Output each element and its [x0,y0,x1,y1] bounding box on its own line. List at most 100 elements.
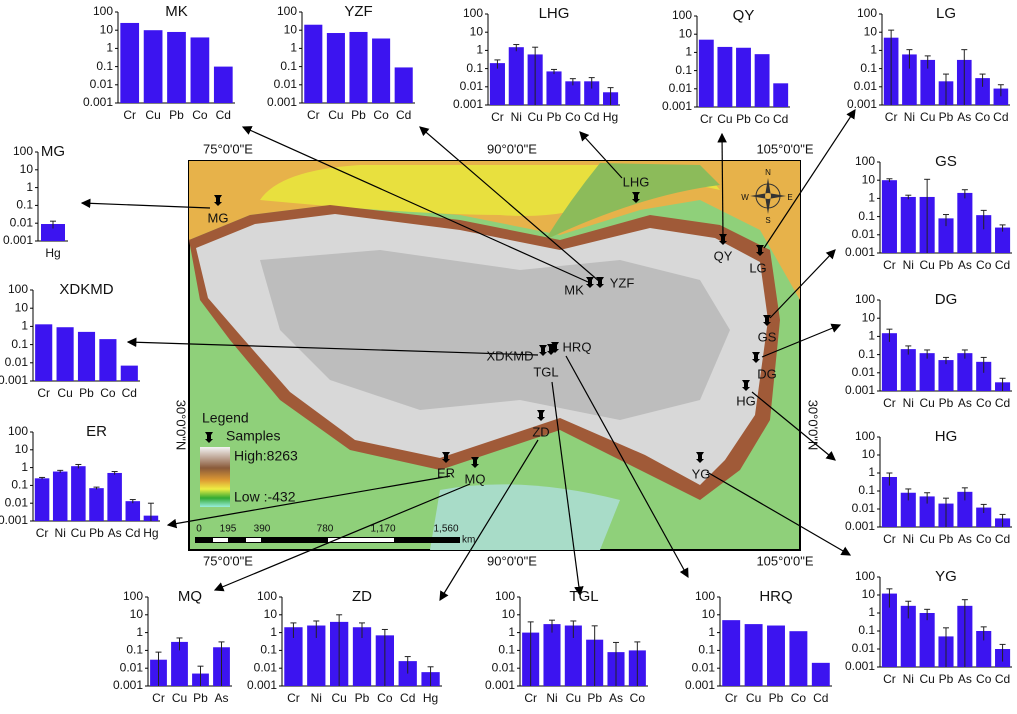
site-marker [539,345,547,356]
y-tick-label: 100 [855,154,875,168]
arrow [763,108,856,249]
y-tick-label: 100 [463,6,483,20]
bar [489,63,505,105]
x-tick-label: Cu [145,108,160,122]
x-tick-label: As [958,258,972,272]
y-tick-label: 1 [685,45,692,59]
x-tick-label: Co [791,691,807,705]
compass-label: N [765,168,771,177]
y-tick-label: 0.1 [698,643,715,657]
scale-label: 195 [220,524,237,535]
y-tick-label: 0.01 [254,660,278,674]
chart-title: LG [936,5,956,22]
y-tick-label: 0.01 [852,365,876,379]
x-tick-label: Cu [566,691,581,705]
x-tick-label: Cr [36,526,49,540]
bar [938,360,954,391]
y-tick-label: 100 [855,292,875,306]
chart-title: YG [935,568,957,585]
y-tick-label: 1 [508,625,515,639]
y-tick-label: 100 [857,6,877,20]
y-tick-label: 0.001 [845,383,875,397]
x-tick-label: Hg [143,526,158,540]
x-tick-label: Pb [351,108,366,122]
arrow [213,483,471,592]
bar [957,491,973,527]
bar [284,627,303,686]
y-tick-label: 1 [476,43,483,57]
x-tick-label: Cr [885,110,898,124]
bar [900,605,916,667]
arrow [419,126,601,283]
x-tick-label: Ni [904,110,915,124]
legend-samples: Samples [226,428,280,444]
y-tick-label: 0.001 [0,513,28,527]
bar [881,333,897,391]
y-tick-label: 0.1 [11,478,28,492]
bar [564,625,582,686]
bar [307,625,326,686]
y-tick-label: 0.01 [854,79,878,93]
lowland [545,163,720,240]
x-tick-label: Cu [920,110,935,124]
y-tick-label: 1 [868,605,875,619]
y-tick-label: 100 [8,282,28,296]
x-tick-label: Cu [328,108,343,122]
x-tick-label: Co [976,672,992,686]
y-tick-label: 0.001 [0,373,28,387]
site-label: MK [564,282,584,297]
scale-label: 390 [254,524,271,535]
x-tick-label: Cu [919,532,934,546]
chart-title: HRQ [759,588,792,605]
longitude-label: 75°0'0"E [203,141,253,156]
bar-chart: 100 10 1 0.1 0.01 0.001 MG Hg [3,143,68,260]
y-tick-label: 0.1 [11,337,28,351]
y-tick-label: 0.1 [858,483,875,497]
arrow [761,323,842,358]
bar-chart: 100 10 1 0.1 0.01 0.001 YZF Cr Cu Pb Co Cd [267,3,415,122]
y-tick-label: 100 [13,144,33,158]
bar [881,476,897,527]
chart-title: MQ [178,588,202,605]
y-tick-label: 0.01 [852,227,876,241]
bar [938,218,954,253]
x-tick-label: Pb [89,526,104,540]
arrow [579,131,623,179]
bar [34,478,50,521]
x-tick-label: As [958,672,972,686]
bar [349,31,368,104]
x-tick-label: Pb [939,258,954,272]
bar [881,593,897,667]
x-tick-label: Cd [216,108,231,122]
y-tick-label: 0.1 [16,198,33,212]
bar [326,33,345,104]
x-tick-label: Cu [746,691,761,705]
y-tick-label: 100 [695,589,715,603]
x-tick-label: As [957,110,971,124]
y-tick-label: 1 [868,191,875,205]
y-tick-label: 1 [26,180,33,194]
y-tick-label: 10 [130,607,144,621]
bar [372,38,391,103]
latitude-label: 30°0'0"N [174,400,189,451]
bar [125,501,141,521]
y-tick-label: 0.1 [860,61,877,75]
x-tick-label: Cu [527,110,542,124]
y-tick-label: 0.1 [260,643,277,657]
x-tick-label: Cr [883,396,896,410]
y-tick-label: 0.001 [845,245,875,259]
bar [881,180,897,253]
y-tick-label: 100 [93,4,113,18]
x-tick-label: Pb [355,691,370,705]
x-tick-label: Cr [725,691,738,705]
y-tick-label: 100 [257,589,277,603]
bar-chart: 100 10 1 0.1 0.01 0.001 MQ Cr Cu Pb As [113,588,232,705]
arrow [706,471,852,556]
x-tick-label: Ni [903,532,914,546]
y-tick-label: 0.01 [5,495,29,509]
longitude-label: 105°0'0"E [756,553,813,568]
bar [919,353,935,391]
x-tick-label: Cu [717,112,732,126]
x-tick-label: As [609,691,623,705]
x-tick-label: Cu [71,526,86,540]
